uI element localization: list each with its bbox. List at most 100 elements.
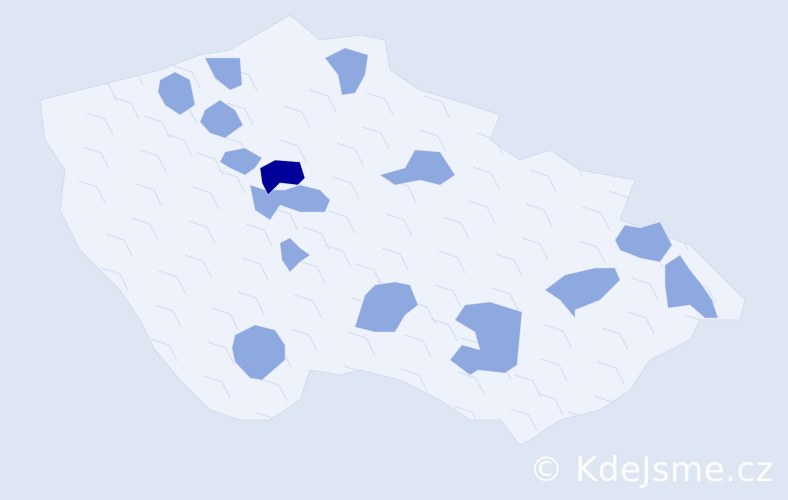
district-border xyxy=(620,88,648,112)
district-border xyxy=(502,116,530,140)
district-border xyxy=(665,193,693,217)
district-border xyxy=(188,220,216,244)
district-border xyxy=(726,162,745,186)
district-border xyxy=(101,267,129,291)
district-medium[interactable] xyxy=(199,99,244,139)
district-border xyxy=(309,89,337,113)
district-border xyxy=(423,95,451,119)
district-medium[interactable] xyxy=(219,147,263,176)
district-border xyxy=(184,254,212,278)
district-medium[interactable] xyxy=(204,57,243,91)
district-border xyxy=(642,106,670,130)
district-border xyxy=(86,112,114,136)
district-border xyxy=(699,109,727,133)
district-border xyxy=(298,260,326,284)
district-border xyxy=(313,415,341,439)
district-high[interactable] xyxy=(259,159,306,196)
district-border xyxy=(627,311,655,335)
district-border xyxy=(597,361,625,385)
district-medium[interactable] xyxy=(157,71,196,116)
district-border xyxy=(563,85,591,109)
district-border xyxy=(112,96,140,120)
district-border xyxy=(241,257,269,281)
district-border xyxy=(173,65,201,89)
district-border xyxy=(78,180,106,204)
district-border xyxy=(82,146,110,170)
district-border xyxy=(381,247,409,271)
district-border xyxy=(419,129,447,153)
district-border xyxy=(71,317,99,341)
district-border xyxy=(67,351,95,375)
district-border xyxy=(612,156,640,180)
district-border xyxy=(673,125,701,149)
district-border xyxy=(646,72,674,96)
district-border xyxy=(514,374,542,398)
district-border xyxy=(396,402,424,426)
district-medium[interactable] xyxy=(249,184,331,221)
district-border xyxy=(324,244,352,268)
district-medium[interactable] xyxy=(614,221,673,263)
district-border xyxy=(525,203,553,227)
district-border xyxy=(143,115,171,139)
district-border xyxy=(404,334,432,358)
district-border xyxy=(491,287,519,311)
district-border xyxy=(370,418,398,442)
district-border xyxy=(510,408,538,432)
district-border xyxy=(695,143,723,167)
district-border xyxy=(218,170,246,194)
district-border xyxy=(63,385,91,409)
district-border xyxy=(328,210,356,234)
district-border xyxy=(680,348,708,372)
district-border xyxy=(362,126,390,150)
district-border xyxy=(400,368,428,392)
district-border xyxy=(468,200,496,224)
district-border xyxy=(385,213,413,237)
district-border xyxy=(650,398,678,422)
district-border xyxy=(472,166,500,190)
district-border xyxy=(158,270,186,294)
district-border xyxy=(601,327,629,351)
district-border xyxy=(294,294,322,318)
district-border xyxy=(529,169,557,193)
district-medium[interactable] xyxy=(231,324,286,381)
district-border xyxy=(336,142,364,166)
district-medium[interactable] xyxy=(354,281,419,333)
district-border xyxy=(434,284,462,308)
district-border xyxy=(355,263,383,287)
district-border xyxy=(506,82,534,106)
district-medium[interactable] xyxy=(324,47,369,96)
district-border xyxy=(226,102,254,126)
district-border xyxy=(283,105,311,129)
district-border xyxy=(59,59,87,83)
district-medium[interactable] xyxy=(379,149,456,186)
district-border xyxy=(97,301,125,325)
district-border xyxy=(366,92,394,116)
district-medium[interactable] xyxy=(544,267,621,319)
district-border xyxy=(559,119,587,143)
district-border xyxy=(631,277,659,301)
district-border xyxy=(669,159,697,183)
district-border xyxy=(438,250,466,274)
district-border xyxy=(139,149,167,173)
district-border xyxy=(578,240,606,264)
district-border xyxy=(203,375,231,399)
district-border xyxy=(347,331,375,355)
watermark: © KdeJsme.cz xyxy=(529,450,774,490)
district-border xyxy=(540,358,568,382)
district-border xyxy=(703,75,731,99)
district-medium[interactable] xyxy=(664,254,719,319)
district-border xyxy=(536,392,564,416)
district-border xyxy=(211,307,239,331)
district-border xyxy=(521,237,549,261)
district-medium[interactable] xyxy=(279,237,311,273)
district-border xyxy=(457,371,485,395)
district-border xyxy=(105,233,133,257)
district-border xyxy=(124,354,152,378)
district-medium[interactable] xyxy=(449,301,523,376)
district-border xyxy=(616,122,644,146)
district-border xyxy=(207,341,235,365)
district-border xyxy=(245,223,273,247)
district-border xyxy=(430,318,458,342)
district-border xyxy=(332,176,360,200)
